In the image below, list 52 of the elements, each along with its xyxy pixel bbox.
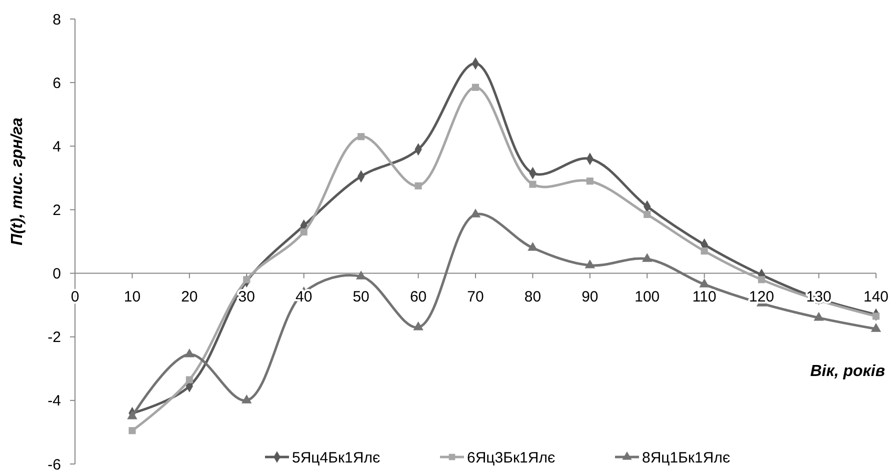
point (642, 253, 652, 262)
point (584, 259, 596, 268)
x-tick-label: 50 (352, 288, 370, 306)
point (586, 178, 594, 185)
y-tick-label: 8 (52, 11, 61, 28)
x-tick-label: 10 (124, 288, 141, 306)
point (470, 208, 481, 218)
x-tick-label: 80 (524, 288, 542, 306)
point (414, 182, 422, 190)
point (528, 242, 538, 251)
point (127, 410, 138, 420)
x-tick-label: 30 (238, 288, 255, 306)
point (700, 248, 708, 255)
x-tick-label: 0 (70, 288, 80, 306)
point (128, 427, 136, 434)
point (814, 312, 824, 321)
legend-label: 6Яц3Бк1Ялє (467, 449, 556, 466)
y-tick-label: -2 (48, 329, 61, 346)
x-tick-label: 60 (410, 288, 427, 306)
y-tick-label: -6 (48, 456, 61, 474)
point (644, 210, 651, 218)
x-tick-label: 90 (582, 288, 598, 306)
point (472, 84, 480, 91)
y-tick-label: 6 (52, 74, 61, 92)
point (186, 376, 193, 384)
point (413, 321, 424, 330)
x-tick-label: 140 (863, 288, 889, 306)
point (699, 278, 710, 288)
point (356, 270, 366, 280)
x-tick-label: 70 (467, 288, 484, 306)
point (872, 312, 880, 320)
point (184, 348, 195, 358)
x-tick-label: 40 (296, 288, 312, 306)
point (243, 276, 250, 284)
y-axis-title: П(t), тис. грн/га (9, 117, 26, 246)
point (758, 276, 766, 284)
y-tick-label: 2 (52, 202, 61, 219)
y-tick-label: 0 (52, 266, 61, 283)
y-tick-label: 4 (52, 138, 61, 156)
legend-label: 8Яц1Бк1Ялє (642, 449, 730, 466)
y-tick-label: -4 (48, 392, 61, 410)
x-axis-title: Вік, років (810, 363, 886, 380)
legend-label: 5Яц4Бк1Ялє (292, 449, 380, 466)
point (300, 228, 308, 236)
point (870, 323, 882, 332)
x-tick-label: 100 (634, 288, 660, 306)
x-tick-label: 120 (749, 288, 774, 306)
x-tick-label: 110 (692, 288, 716, 306)
point (242, 394, 252, 404)
point (358, 133, 365, 140)
x-tick-label: 20 (181, 288, 198, 306)
point (529, 180, 536, 188)
